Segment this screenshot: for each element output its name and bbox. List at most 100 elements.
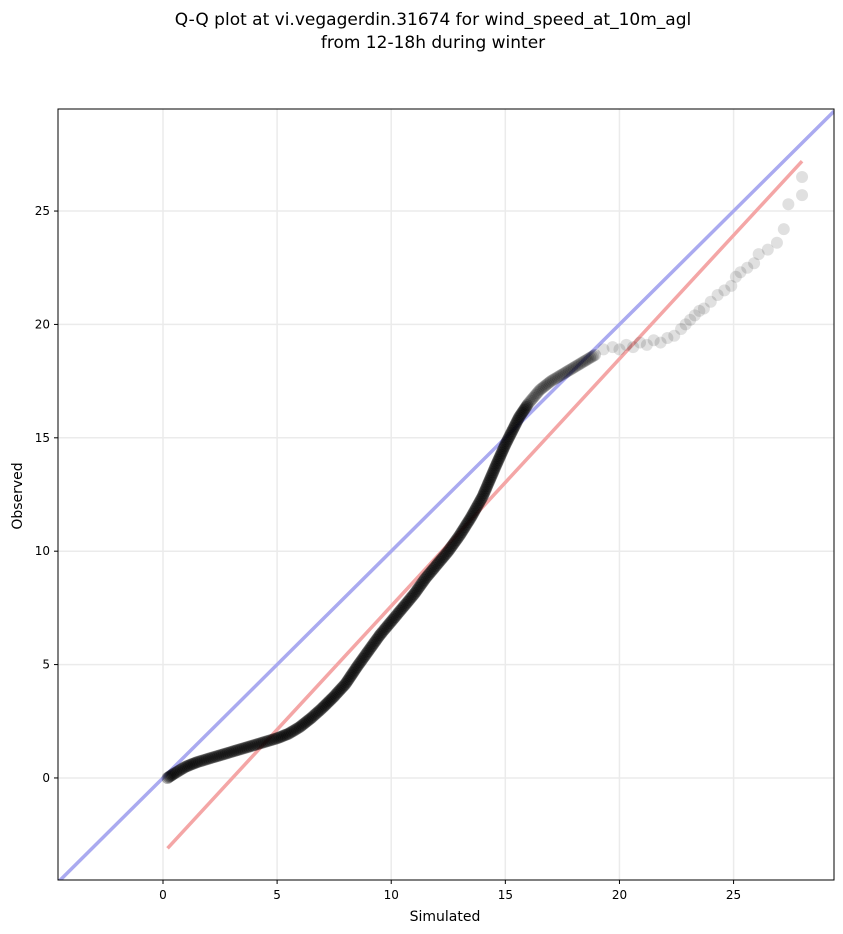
data-point xyxy=(383,617,396,629)
data-point xyxy=(606,341,619,354)
data-point xyxy=(340,676,353,689)
data-point xyxy=(467,507,480,520)
data-point xyxy=(485,469,498,482)
data-point xyxy=(468,504,481,517)
data-point xyxy=(579,354,592,367)
y-tick-label: 15 xyxy=(35,431,50,445)
data-point xyxy=(345,668,358,681)
x-tick-label: 0 xyxy=(159,888,167,902)
data-point xyxy=(473,495,486,508)
data-point xyxy=(548,373,561,386)
data-point xyxy=(396,601,409,614)
data-point xyxy=(501,433,514,446)
data-point xyxy=(416,577,429,590)
data-point xyxy=(404,592,417,605)
data-point xyxy=(439,548,452,561)
data-point xyxy=(584,351,597,364)
data-point xyxy=(437,551,450,564)
data-point xyxy=(275,730,288,743)
data-point xyxy=(246,739,259,752)
y-tick-label: 0 xyxy=(42,771,50,785)
data-point xyxy=(549,372,562,385)
data-point xyxy=(233,743,246,756)
data-point xyxy=(777,223,790,236)
data-point xyxy=(361,646,374,659)
data-point xyxy=(312,705,325,718)
data-point xyxy=(408,588,421,601)
data-point xyxy=(329,688,342,701)
data-point xyxy=(679,318,692,331)
data-point xyxy=(481,480,494,493)
data-point xyxy=(170,766,183,779)
data-point xyxy=(215,748,228,761)
data-point xyxy=(479,483,492,496)
data-point xyxy=(387,612,400,625)
data-point xyxy=(338,679,351,692)
data-point xyxy=(627,341,640,354)
data-point xyxy=(252,737,265,750)
data-point xyxy=(613,343,626,356)
data-point xyxy=(574,357,587,370)
data-point xyxy=(546,374,559,387)
data-point xyxy=(381,620,394,633)
data-point xyxy=(400,597,413,610)
data-point xyxy=(277,729,290,742)
data-point xyxy=(385,615,398,628)
data-point xyxy=(551,371,564,384)
data-point xyxy=(423,567,436,580)
data-point xyxy=(490,459,503,472)
data-point xyxy=(330,687,343,700)
data-point xyxy=(253,737,266,750)
data-point xyxy=(498,440,511,453)
y-tick-label: 5 xyxy=(42,658,50,672)
data-point xyxy=(350,660,363,673)
data-point xyxy=(447,537,460,550)
data-point xyxy=(176,762,189,775)
data-point xyxy=(796,171,809,184)
data-point xyxy=(704,295,717,308)
data-point xyxy=(734,266,747,279)
x-tick-label: 25 xyxy=(726,888,741,902)
data-point xyxy=(323,695,336,708)
data-point xyxy=(796,189,809,202)
data-point xyxy=(261,735,274,748)
data-point xyxy=(558,367,571,380)
data-point xyxy=(394,604,407,617)
data-point xyxy=(236,742,249,755)
data-point xyxy=(489,460,502,473)
data-point xyxy=(370,633,383,646)
data-point xyxy=(339,677,352,690)
data-point xyxy=(647,334,660,347)
data-point xyxy=(173,764,186,777)
data-point xyxy=(318,700,331,713)
data-point xyxy=(183,759,196,772)
data-point xyxy=(476,490,489,503)
data-point xyxy=(238,741,251,754)
data-point xyxy=(168,767,181,780)
data-point xyxy=(571,359,584,372)
data-point xyxy=(164,770,177,783)
data-point xyxy=(411,583,424,596)
data-point xyxy=(533,384,546,397)
data-point xyxy=(472,497,485,510)
data-point xyxy=(293,720,306,733)
data-point xyxy=(494,450,507,463)
x-ticks-layer: 0 5 10 15 20 25 xyxy=(159,880,741,902)
data-point xyxy=(181,759,194,772)
data-point xyxy=(292,721,305,734)
fit-line-layer xyxy=(166,159,804,850)
data-point xyxy=(497,443,510,456)
data-point xyxy=(427,563,440,576)
data-point xyxy=(575,356,588,369)
data-point xyxy=(506,425,519,438)
data-point xyxy=(711,288,724,301)
data-point xyxy=(529,388,542,401)
data-point xyxy=(495,447,508,460)
data-point xyxy=(418,573,431,586)
data-point xyxy=(499,438,512,451)
data-point xyxy=(580,353,593,366)
data-point xyxy=(524,394,537,407)
data-point xyxy=(328,690,341,703)
plot-frame xyxy=(57,108,835,881)
data-point xyxy=(186,758,199,771)
